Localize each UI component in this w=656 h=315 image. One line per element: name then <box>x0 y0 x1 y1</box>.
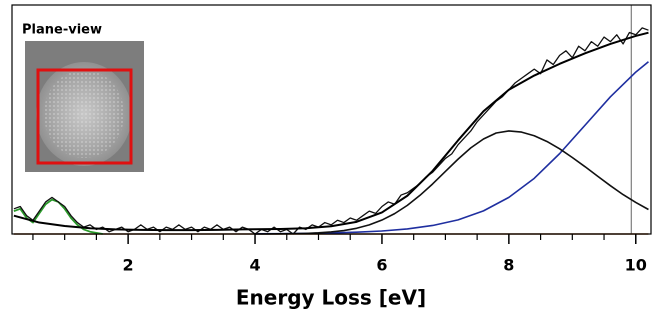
inset-label: Plane-view <box>22 23 102 38</box>
x-tick-label: 2 <box>123 256 134 275</box>
inset: Plane-view <box>22 23 144 173</box>
x-tick-label: 8 <box>503 256 514 275</box>
x-tick-label: 10 <box>625 256 647 275</box>
x-tick-label: 4 <box>249 256 260 275</box>
x-axis-label: Energy Loss [eV] <box>236 286 426 310</box>
chart: Plane-view Energy Loss [eV] 2 4 6 8 10 <box>0 0 656 315</box>
page: {"chart_data": { "type": "line", "xlabel… <box>0 0 656 315</box>
inset-lattice <box>44 70 124 158</box>
x-tick-label: 6 <box>376 256 387 275</box>
